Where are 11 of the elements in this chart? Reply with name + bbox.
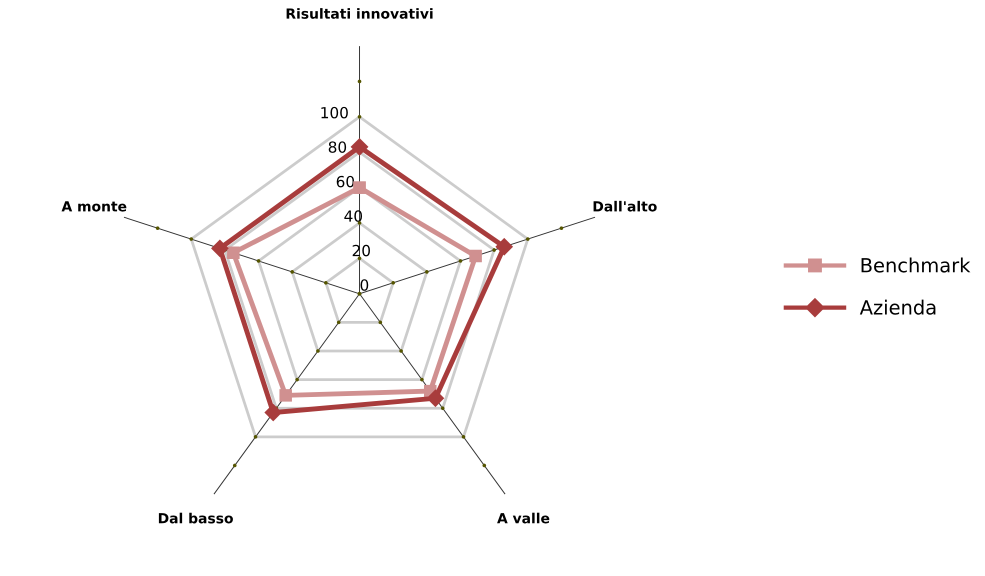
spoke-label: A monte [62,201,126,212]
spoke-label: Dal basso [158,512,233,524]
spoke-label: Dall'alto [594,200,657,212]
spoke-label: Risultati innovativi [286,8,433,19]
legend-label: Azienda [860,300,936,315]
legend-label: Benchmark [862,258,970,273]
spoke-label: A valle [497,512,550,524]
y-tick-label: 0 [360,279,368,291]
y-tick-label: 60 [336,176,354,188]
y-tick-label: 100 [321,106,348,118]
y-tick-label: 80 [328,141,346,153]
